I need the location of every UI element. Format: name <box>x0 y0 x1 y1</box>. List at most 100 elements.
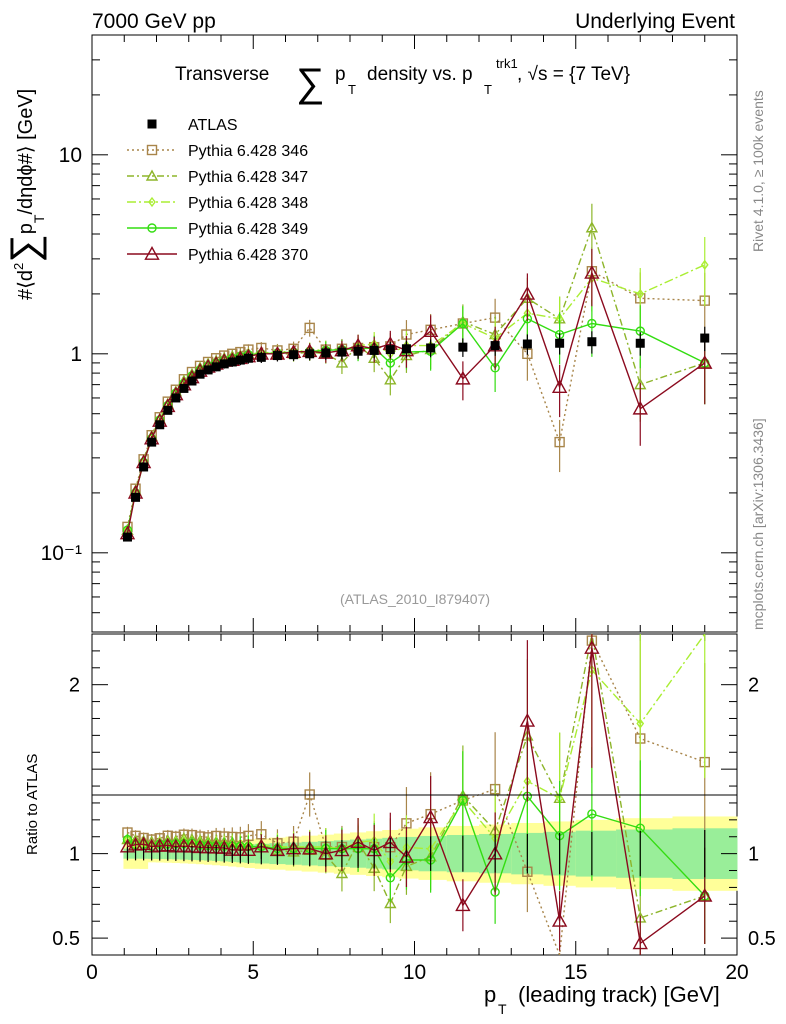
data-point <box>385 345 395 355</box>
legend-marker <box>144 246 160 260</box>
ratio-line <box>127 638 706 956</box>
data-point <box>551 379 568 394</box>
data-point <box>458 318 468 329</box>
data-point <box>455 370 471 385</box>
svg-text:∑: ∑ <box>296 61 325 105</box>
legend-marker <box>145 169 159 181</box>
legend-entry: ATLAS <box>147 117 238 134</box>
series-line <box>126 270 706 534</box>
data-point <box>554 436 565 448</box>
x-tick-label: 15 <box>564 961 587 984</box>
y-tick-label: 1 <box>70 343 82 366</box>
data-point <box>187 376 197 386</box>
ratio-point <box>636 718 645 729</box>
data-point <box>321 348 331 358</box>
legend-label: ATLAS <box>188 117 238 134</box>
data-point <box>122 532 132 542</box>
mcplots-label: mcplots.cern.ch [arXiv:1306.3436] <box>750 418 766 630</box>
series-line <box>126 270 705 528</box>
ratio-point <box>551 912 568 927</box>
data-point <box>584 264 600 279</box>
ratio-tick-label: 1 <box>69 844 80 866</box>
data-point <box>147 437 157 447</box>
x-tick-label: 0 <box>86 961 98 984</box>
ratio-point <box>458 795 468 806</box>
series-line <box>126 317 706 531</box>
legend-label: Pythia 6.428 349 <box>188 221 308 238</box>
data-point <box>243 353 253 363</box>
ratio-series-atlas <box>126 829 706 878</box>
ratio-point <box>335 867 349 879</box>
ratio-point <box>385 873 396 883</box>
data-point <box>337 347 347 357</box>
data-point <box>256 352 266 362</box>
ratio-point <box>384 897 397 909</box>
series-pythia-6-428-349 <box>122 298 710 535</box>
legend-label: Pythia 6.428 346 <box>188 143 308 160</box>
data-point <box>219 359 229 369</box>
ratio-tick-label-right: 0.5 <box>748 928 776 950</box>
data-point <box>384 373 397 385</box>
data-point <box>211 362 221 372</box>
legend-label: Pythia 6.428 348 <box>188 195 308 212</box>
y-tick-label: 10⁻¹ <box>41 542 82 565</box>
ratio-point <box>455 897 471 912</box>
ylabel-main: #⟨d2∑pT/dηdϕ#⟩ [GeV] <box>3 89 47 300</box>
legend-entry: Pythia 6.428 346 <box>127 143 308 160</box>
data-point <box>458 342 468 352</box>
data-point <box>700 259 709 270</box>
data-point <box>272 351 282 361</box>
data-point <box>636 288 645 300</box>
header-right: Underlying Event <box>575 10 735 33</box>
legend-label: Pythia 6.428 347 <box>188 169 308 186</box>
data-point <box>401 344 411 354</box>
ratio-series-pythia-6-428-347 <box>121 633 711 955</box>
rivet-label: Rivet 4.1.0, ≥ 100k events <box>750 90 766 252</box>
data-point <box>171 393 181 403</box>
data-point <box>227 357 237 367</box>
data-point <box>335 356 349 368</box>
analysis-id: (ATLAS_2010_I879407) <box>340 591 490 607</box>
header-left: 7000 GeV pp <box>92 10 216 33</box>
band-green-bin <box>575 830 617 877</box>
svg-text:Transverse: Transverse <box>175 64 269 85</box>
data-point <box>139 462 149 472</box>
svg-text:p: p <box>335 64 346 85</box>
series-pythia-6-428-348 <box>123 236 709 536</box>
xlabel: p T (leading track) [GeV] <box>484 982 720 1017</box>
data-point <box>195 369 205 379</box>
ratio-tick-label: 0.5 <box>52 928 80 950</box>
svg-text:density vs. p: density vs. p <box>367 64 473 85</box>
legend-entry: Pythia 6.428 370 <box>127 246 308 264</box>
data-point <box>587 318 597 329</box>
ratio-tick-label: 2 <box>69 675 80 697</box>
data-point <box>155 420 165 430</box>
plot-title: Transverse ∑ p T density vs. p T trk1 , … <box>175 56 630 105</box>
data-point <box>235 355 245 365</box>
series-pythia-6-428-370 <box>119 248 713 540</box>
ratio-series <box>119 633 713 956</box>
data-point <box>587 337 597 347</box>
data-point <box>131 492 141 502</box>
svg-text:#⟨d2∑pT/dηdϕ#⟩ [GeV]: #⟨d2∑pT/dηdϕ#⟩ [GeV] <box>3 89 47 300</box>
ratio-point <box>584 640 600 654</box>
legend-marker <box>147 223 157 233</box>
data-point <box>163 405 173 415</box>
data-point <box>289 350 299 360</box>
ylabel-ratio: Ratio to ATLAS <box>24 754 41 855</box>
series-atlas <box>122 326 710 542</box>
main-series <box>119 203 713 542</box>
svg-text:p: p <box>484 982 496 1007</box>
data-point <box>635 338 645 348</box>
ratio-point <box>422 809 439 824</box>
series-line <box>126 225 706 531</box>
data-point <box>585 221 599 233</box>
x-tick-label: 20 <box>725 961 748 984</box>
data-point <box>426 343 436 353</box>
data-point <box>304 322 315 334</box>
ratio-tick-label-right: 2 <box>748 675 759 697</box>
ratio-point <box>632 935 648 950</box>
legend: ATLAS Pythia 6.428 346 Pythia 6.428 347 Pyt… <box>127 117 308 264</box>
legend-entry: Pythia 6.428 349 <box>127 221 308 238</box>
